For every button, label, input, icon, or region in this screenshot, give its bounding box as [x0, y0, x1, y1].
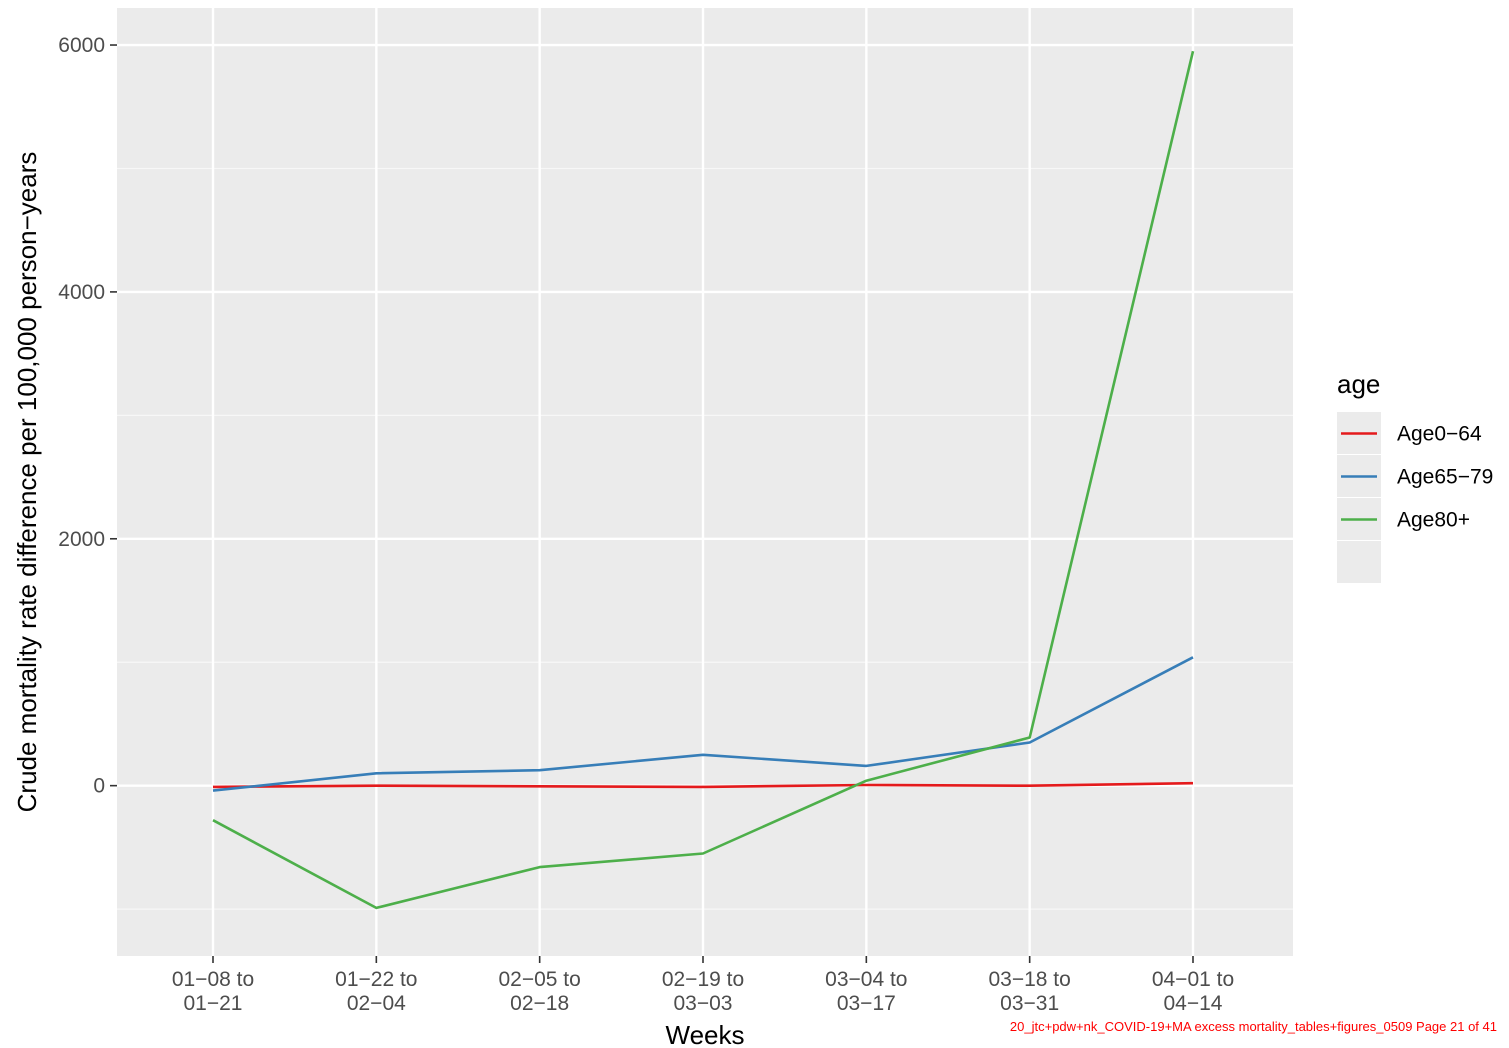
- y-axis-title: Crude mortality rate difference per 100,…: [12, 152, 42, 813]
- x-tick-label: 01−22 to 02−04: [335, 968, 417, 1015]
- series-line: [212, 656, 1194, 792]
- x-axis: 01−08 to 01−21 01−22 to 02−04 02−05 to 02−18 0…: [172, 956, 1234, 1015]
- grid-minor: [117, 167, 1293, 910]
- series-line: [212, 50, 1195, 910]
- x-tick-label: 03−04 to 03−17: [825, 968, 907, 1015]
- page-footer: 20_jtc+pdw+nk_COVID-19+MA excess mortali…: [1009, 1019, 1497, 1034]
- plot-panel: [117, 8, 1293, 956]
- legend-key: [1337, 541, 1381, 583]
- y-axis: 0 2000 4000 6000: [58, 34, 117, 798]
- legend-label: Age0−64: [1397, 423, 1482, 446]
- y-tick-label: 6000: [58, 34, 105, 57]
- x-tick-label: 04−01 to 04−14: [1152, 968, 1234, 1015]
- y-tick-label: 4000: [58, 281, 105, 304]
- y-tick-label: 0: [93, 775, 105, 798]
- x-tick-label: 02−05 to 02−18: [498, 968, 580, 1015]
- x-tick-label: 03−18 to 03−31: [988, 968, 1070, 1015]
- y-tick-label: 2000: [58, 528, 105, 551]
- series-lines: [212, 50, 1195, 910]
- legend-label: Age65−79: [1397, 466, 1493, 489]
- legend: age Age0−64 Age65−79 Age80+: [1337, 369, 1493, 583]
- x-tick-label: 01−08 to 01−21: [172, 968, 254, 1015]
- x-axis-title: Weeks: [666, 1020, 745, 1048]
- x-tick-label: 02−19 to 03−03: [662, 968, 744, 1015]
- series-line: [212, 781, 1194, 789]
- legend-title: age: [1337, 369, 1380, 399]
- legend-label: Age80+: [1397, 509, 1470, 532]
